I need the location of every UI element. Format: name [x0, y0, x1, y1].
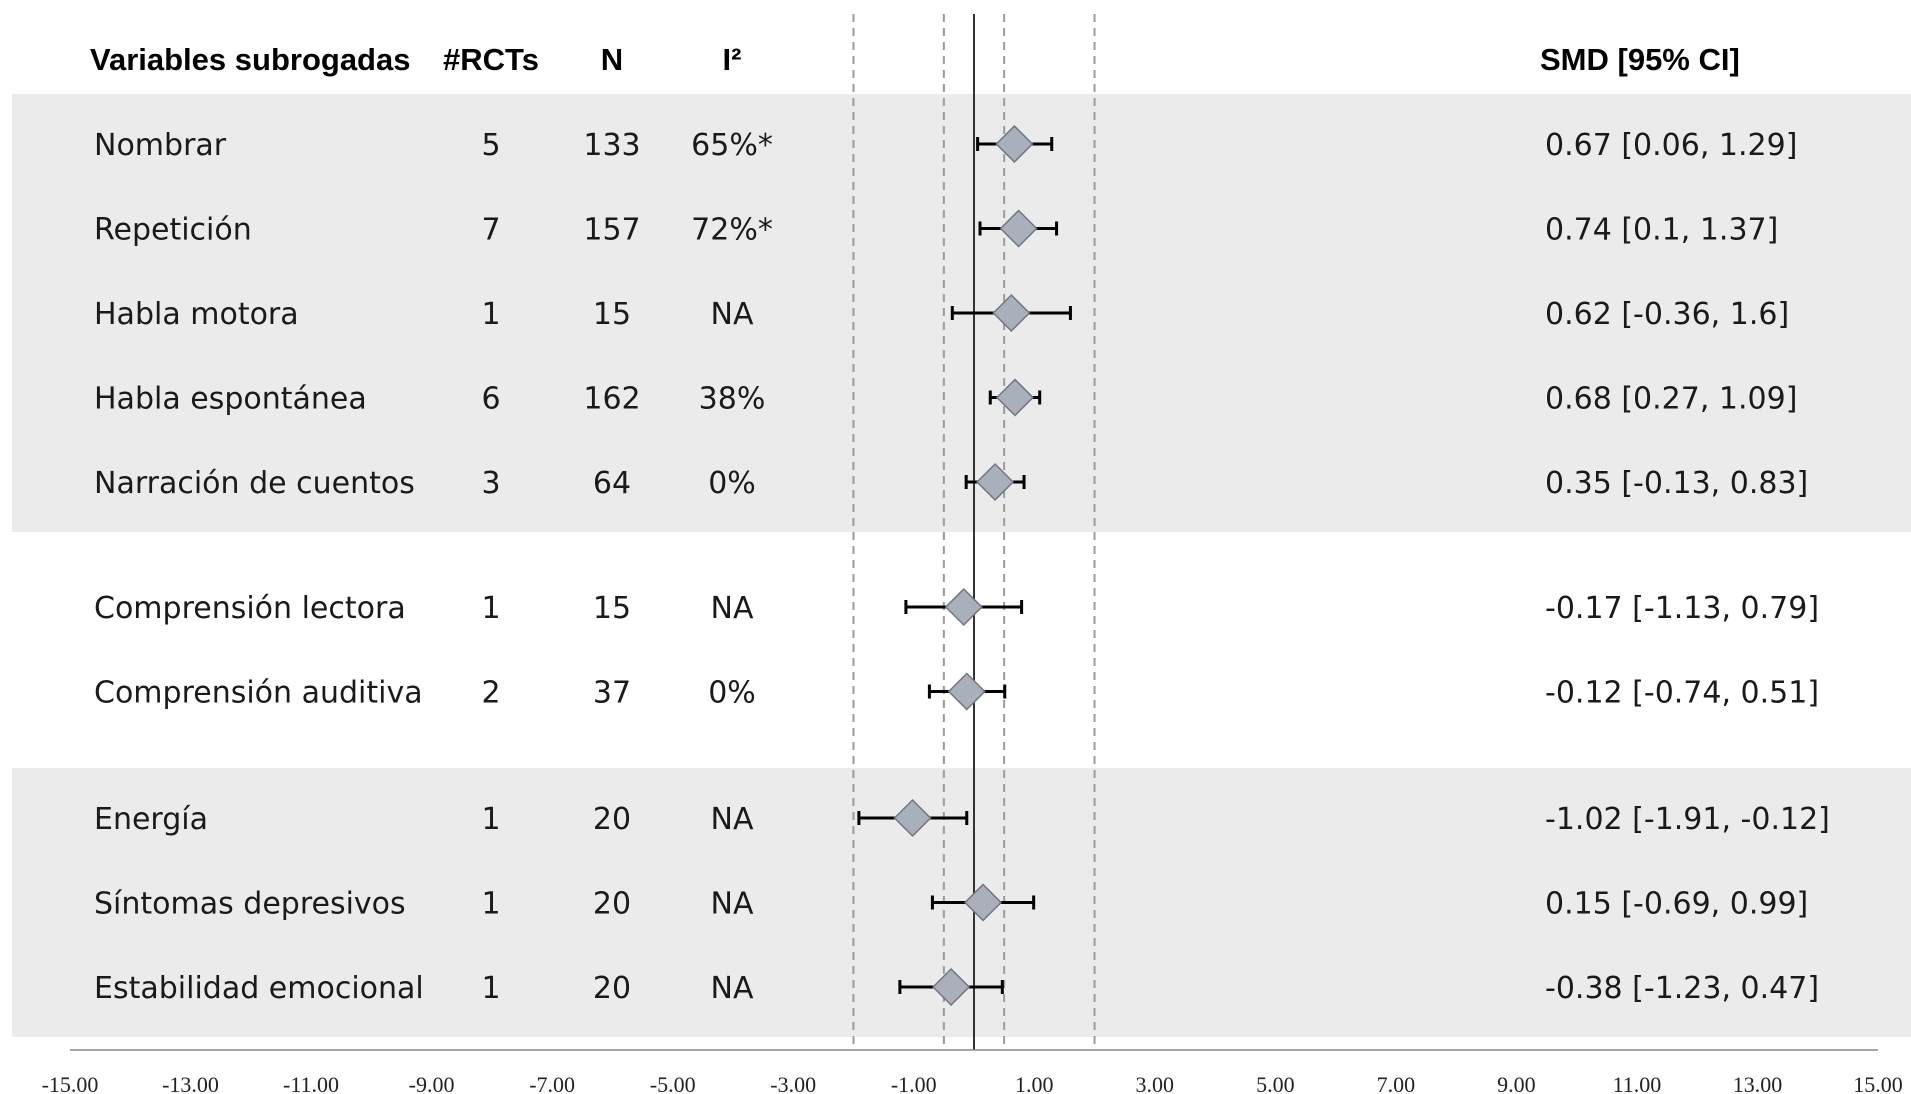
- row-n: 64: [593, 466, 631, 501]
- x-tick-label: -13.00: [162, 1072, 219, 1094]
- row-rcts: 1: [481, 297, 500, 332]
- row-variable: Estabilidad emocional: [94, 971, 424, 1006]
- row-rcts: 1: [481, 887, 500, 922]
- table-row: Nombrar 5 133 65%* 0.67 [0.06, 1.29]: [94, 124, 1797, 164]
- x-tick-label: -5.00: [650, 1072, 696, 1094]
- row-rcts: 1: [481, 971, 500, 1006]
- row-n: 20: [593, 887, 631, 922]
- row-rcts: 1: [481, 802, 500, 837]
- table-row: Repetición 7 157 72%* 0.74 [0.1, 1.37]: [94, 209, 1778, 248]
- x-tick-label: 5.00: [1256, 1072, 1295, 1094]
- header-i2: I²: [723, 42, 742, 77]
- header-variable: Variables subrogadas: [90, 42, 410, 77]
- table-row: Habla motora 1 15 NA 0.62 [-0.36, 1.6]: [94, 293, 1789, 333]
- point-estimate-diamond: [995, 378, 1035, 417]
- header-smd: SMD [95% CI]: [1540, 42, 1740, 77]
- x-tick-label: 9.00: [1497, 1072, 1536, 1094]
- point-estimate-diamond: [995, 124, 1034, 164]
- row-i2: 65%*: [691, 128, 773, 163]
- row-variable: Energía: [94, 802, 208, 837]
- column-headers: Variables subrogadas #RCTs N I² SMD [95%…: [90, 42, 1740, 77]
- x-axis: -15.00 -13.00 -11.00 -9.00 -7.00 -5.00 -3.00 -1…: [42, 1049, 1903, 1094]
- header-rcts: #RCTs: [443, 42, 539, 77]
- table-row: Comprensión lectora 1 15 NA -0.17 [-1.13, 0.…: [94, 587, 1819, 627]
- row-rcts: 2: [481, 676, 500, 711]
- x-tick-label: 15.00: [1853, 1072, 1903, 1094]
- row-rcts: 5: [481, 128, 500, 163]
- point-estimate-diamond: [963, 883, 1003, 922]
- row-n: 15: [593, 591, 631, 626]
- row-variable: Repetición: [94, 213, 252, 248]
- table-row: Energía 1 20 NA -1.02 [-1.91, -0.12]: [94, 798, 1830, 838]
- row-smd-label: -0.12 [-0.74, 0.51]: [1545, 676, 1819, 711]
- point-estimate-diamond: [999, 209, 1038, 248]
- row-variable: Habla espontánea: [94, 382, 367, 417]
- row-variable: Síntomas depresivos: [94, 887, 406, 922]
- row-rcts: 7: [481, 213, 500, 248]
- header-n: N: [601, 42, 623, 77]
- row-n: 157: [583, 213, 640, 248]
- row-smd-label: 0.62 [-0.36, 1.6]: [1545, 297, 1789, 332]
- x-tick-label: 1.00: [1015, 1072, 1054, 1094]
- table-row: Estabilidad emocional 1 20 NA -0.38 [-1.23, …: [94, 967, 1819, 1007]
- row-rcts: 3: [481, 466, 500, 501]
- row-n: 20: [593, 802, 631, 837]
- row-i2: 0%: [708, 676, 756, 711]
- table-row: Habla espontánea 6 162 38% 0.68 [0.27, 1.09]: [94, 378, 1797, 417]
- row-variable: Comprensión lectora: [94, 591, 406, 626]
- row-n: 15: [593, 297, 631, 332]
- row-n: 162: [583, 382, 640, 417]
- row-i2: 38%: [699, 382, 766, 417]
- x-tick-label: -15.00: [42, 1072, 99, 1094]
- x-tick-label: 7.00: [1377, 1072, 1416, 1094]
- point-estimate-diamond: [944, 587, 983, 627]
- row-n: 20: [593, 971, 631, 1006]
- row-smd-label: 0.15 [-0.69, 0.99]: [1545, 887, 1808, 922]
- reference-lines: [852, 14, 1096, 1050]
- table-row: Comprensión auditiva 2 37 0% -0.12 [-0.74, 0…: [94, 672, 1819, 711]
- row-variable: Habla motora: [94, 297, 299, 332]
- point-estimate-diamond: [976, 462, 1015, 502]
- row-smd-label: -0.17 [-1.13, 0.79]: [1545, 591, 1819, 626]
- x-tick-label: -7.00: [529, 1072, 575, 1094]
- x-tick-label: -3.00: [770, 1072, 816, 1094]
- row-smd-label: 0.35 [-0.13, 0.83]: [1545, 466, 1808, 501]
- row-i2: NA: [711, 297, 754, 332]
- point-estimate-diamond: [893, 798, 932, 838]
- x-tick-label: -11.00: [283, 1072, 339, 1094]
- x-tick-label: -1.00: [891, 1072, 937, 1094]
- study-rows: Nombrar 5 133 65%* 0.67 [0.06, 1.29] Repetici…: [94, 124, 1830, 1007]
- row-smd-label: 0.74 [0.1, 1.37]: [1545, 213, 1778, 248]
- row-i2: NA: [711, 802, 754, 837]
- row-i2: NA: [711, 887, 754, 922]
- row-variable: Nombrar: [94, 128, 227, 163]
- row-i2: NA: [711, 971, 754, 1006]
- table-row: Narración de cuentos 3 64 0% 0.35 [-0.13, 0.…: [94, 462, 1808, 502]
- x-tick-label: 3.00: [1136, 1072, 1175, 1094]
- row-smd-label: 0.67 [0.06, 1.29]: [1545, 128, 1797, 163]
- row-variable: Comprensión auditiva: [94, 676, 423, 711]
- row-i2: 72%*: [691, 213, 773, 248]
- row-smd-label: -1.02 [-1.91, -0.12]: [1545, 802, 1830, 837]
- row-n: 37: [593, 676, 631, 711]
- point-estimate-diamond: [947, 672, 986, 711]
- point-estimate-diamond: [992, 293, 1031, 333]
- row-i2: 0%: [708, 466, 756, 501]
- row-smd-label: -0.38 [-1.23, 0.47]: [1545, 971, 1819, 1006]
- row-smd-label: 0.68 [0.27, 1.09]: [1545, 382, 1797, 417]
- x-tick-label: 11.00: [1613, 1072, 1662, 1094]
- point-estimate-diamond: [932, 967, 971, 1007]
- row-n: 133: [583, 128, 640, 163]
- row-rcts: 1: [481, 591, 500, 626]
- row-variable: Narración de cuentos: [94, 466, 415, 501]
- row-i2: NA: [711, 591, 754, 626]
- x-tick-label: -9.00: [409, 1072, 455, 1094]
- x-tick-label: 13.00: [1733, 1072, 1783, 1094]
- table-row: Síntomas depresivos 1 20 NA 0.15 [-0.69, 0.9…: [94, 883, 1808, 922]
- row-rcts: 6: [481, 382, 500, 417]
